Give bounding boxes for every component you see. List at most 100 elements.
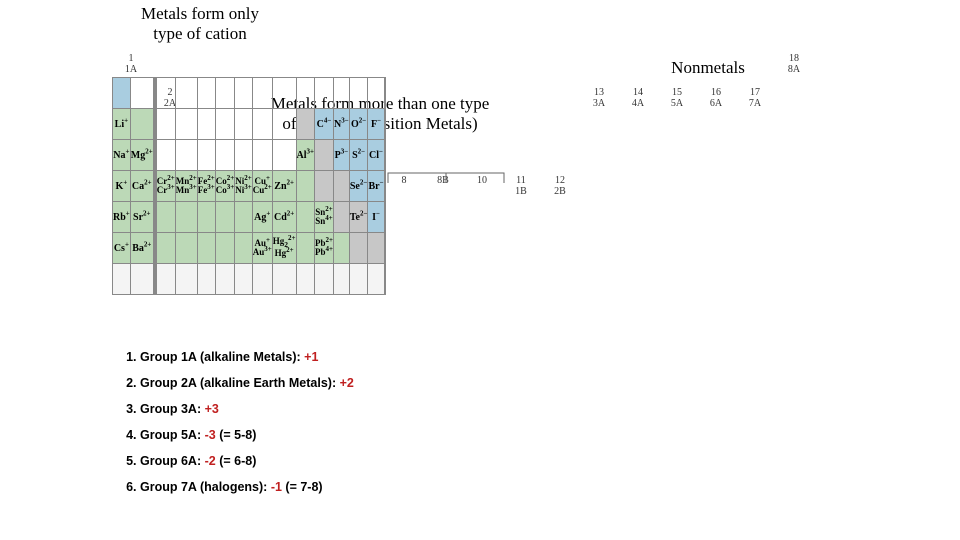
rule-charge: +3 [205,402,219,416]
element-cell [215,109,235,140]
element-cell: Na+ [113,140,131,171]
element-cell [156,109,175,140]
element-cell [175,109,197,140]
element-cell: Rb+ [113,202,131,233]
element-cell [296,78,315,109]
element-cell [296,171,315,202]
element-cell [368,78,384,109]
element-cell [156,264,175,295]
annotation-nonmetals: Nonmetals [648,58,768,78]
element-cell [197,78,215,109]
element-cell [349,78,368,109]
element-cell [296,233,315,264]
element-cell [235,140,253,171]
element-cell: Se2− [349,171,368,202]
group-header: 177A [736,87,774,109]
element-cell [197,109,215,140]
rule-label: Group 1A (alkaline Metals): [140,350,301,364]
element-cell [130,78,153,109]
element-cell: Cu+Cu2+ [252,171,272,202]
rule-charge: +2 [340,376,354,390]
element-cell [334,264,350,295]
element-cell [235,202,253,233]
element-cell [156,78,175,109]
rules-list: Group 1A (alkaline Metals): +1 Group 2A … [140,350,354,506]
rule-label: Group 2A (alkaline Earth Metals): [140,376,336,390]
rule-charge: +1 [304,350,318,364]
group-header: 144A [619,87,657,109]
element-cell [252,140,272,171]
element-cell [113,78,131,109]
element-cell [272,109,296,140]
element-cell: Br− [368,171,384,202]
element-cell [272,140,296,171]
element-cell [130,109,153,140]
element-cell [252,264,272,295]
rule-item: Group 5A: -3 (= 5-8) [140,428,354,442]
element-cell: Mg2+ [130,140,153,171]
element-cell: Hg22+Hg2+ [272,233,296,264]
element-cell [384,171,385,202]
element-cell [156,140,175,171]
element-cell [384,202,385,233]
rule-charge: -1 [271,480,282,494]
element-cell [175,140,197,171]
element-cell [113,264,131,295]
element-cell: Co2+Co3+ [215,171,235,202]
element-cell [349,264,368,295]
element-cell: Ba2+ [130,233,153,264]
group-header: 166A [697,87,735,109]
rule-charge: -2 [205,454,216,468]
element-cell: Al3+ [296,140,315,171]
group-header: 122B [541,175,579,197]
element-cell: Ag+ [252,202,272,233]
rule-label: Group 5A: [140,428,201,442]
element-cell [175,202,197,233]
element-cell [235,264,253,295]
element-cell: Fe2+Fe3+ [197,171,215,202]
rule-item: Group 3A: +3 [140,402,354,416]
element-cell [235,233,253,264]
element-cell [130,264,153,295]
element-cell [156,202,175,233]
rule-item: Group 7A (halogens): -1 (= 7-8) [140,480,354,494]
element-cell [272,78,296,109]
element-cell [334,171,350,202]
element-cell [315,264,334,295]
element-cell [384,78,385,109]
element-cell [197,233,215,264]
element-cell [197,264,215,295]
group-header: 155A [658,87,696,109]
element-cell [215,140,235,171]
element-cell: Li+ [113,109,131,140]
element-cell [334,78,350,109]
bracket-8b [387,172,505,184]
element-cell: Pb2+Pb4+ [315,233,334,264]
element-cell: Cl− [368,140,384,171]
element-cell: O2− [349,109,368,140]
element-cell [215,233,235,264]
element-cell [252,78,272,109]
element-cell [235,78,253,109]
element-cell [334,233,350,264]
element-cell [384,109,385,140]
element-cell: P3− [334,140,350,171]
element-cell [296,264,315,295]
element-cell: Sn2+Sn4+ [315,202,334,233]
group-header: 188A [775,53,813,75]
element-cell: C4− [315,109,334,140]
element-cell [215,264,235,295]
element-cell: Ni2+Ni3+ [235,171,253,202]
element-cell [384,233,385,264]
element-cell [296,202,315,233]
group-header: 11A [112,53,150,75]
element-cell: S2− [349,140,368,171]
element-cell [215,78,235,109]
rule-tail: (= 7-8) [285,480,322,494]
element-cell [368,264,384,295]
element-cell [315,78,334,109]
element-cell [156,233,175,264]
rule-label: Group 7A (halogens): [140,480,267,494]
rule-tail: (= 5-8) [219,428,256,442]
element-cell [252,109,272,140]
